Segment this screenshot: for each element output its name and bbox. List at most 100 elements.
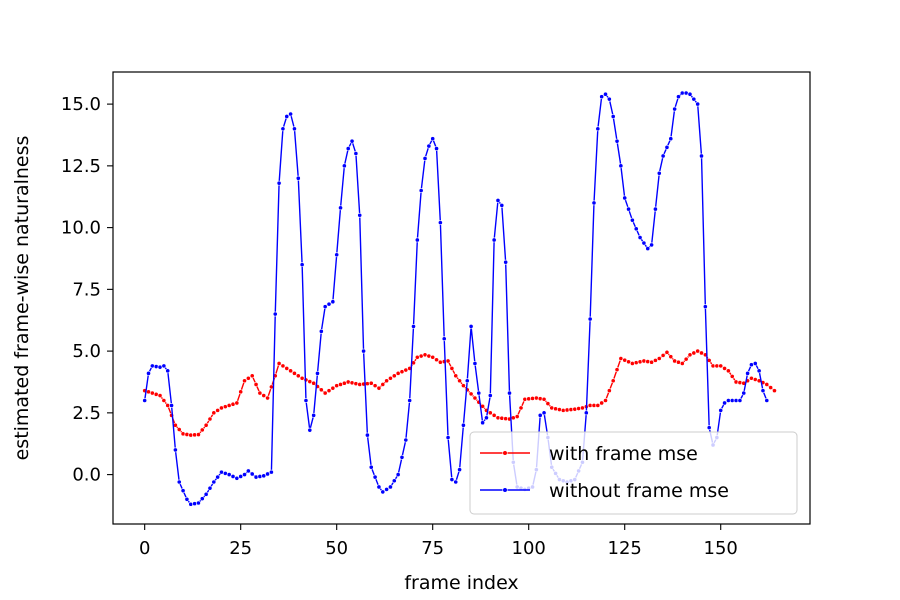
data-point — [380, 489, 386, 495]
data-point — [384, 487, 390, 492]
data-point — [249, 471, 255, 477]
data-point — [391, 478, 397, 484]
data-point — [514, 414, 520, 419]
data-point — [345, 379, 351, 385]
data-point — [318, 387, 324, 393]
data-point — [265, 395, 270, 401]
data-point — [599, 94, 605, 100]
data-point — [414, 237, 420, 243]
data-point — [149, 363, 155, 369]
data-point — [484, 415, 489, 421]
data-point — [595, 403, 601, 408]
data-point — [533, 395, 539, 401]
y-tick-label: 2.5 — [72, 403, 101, 424]
data-point — [760, 388, 766, 394]
data-point — [161, 398, 167, 403]
data-point — [334, 252, 340, 258]
data-point — [591, 200, 597, 206]
data-point — [315, 370, 320, 376]
data-point — [146, 370, 151, 376]
data-point — [430, 136, 436, 142]
data-point — [637, 359, 643, 365]
data-point — [295, 373, 301, 379]
x-tick-label: 100 — [512, 538, 546, 559]
data-point — [503, 416, 509, 422]
data-point — [606, 388, 612, 394]
data-point — [441, 336, 447, 342]
data-point — [733, 379, 739, 385]
data-point — [618, 163, 624, 169]
data-point — [349, 138, 355, 144]
data-point — [722, 400, 727, 406]
data-point — [695, 101, 701, 107]
data-point — [180, 488, 186, 494]
data-point — [311, 412, 317, 418]
data-point — [280, 363, 286, 369]
data-point — [234, 400, 240, 406]
data-point — [261, 393, 267, 398]
data-point — [491, 412, 497, 418]
data-point — [614, 367, 620, 373]
data-point — [169, 403, 174, 408]
legend-entry: with frame mse — [480, 443, 698, 465]
data-point — [541, 396, 547, 402]
data-point — [641, 358, 647, 364]
data-point — [272, 311, 278, 317]
data-point — [376, 484, 382, 490]
data-point — [664, 349, 670, 355]
data-point — [691, 350, 697, 356]
data-point — [495, 198, 501, 203]
y-axis-ticks: 0.0 2.5 5.0 7.5 10.0 12.5 15.0 — [61, 94, 113, 486]
data-point — [265, 471, 270, 477]
data-point — [199, 496, 205, 502]
data-point — [729, 374, 735, 379]
data-point — [361, 348, 366, 354]
data-point — [687, 91, 693, 97]
legend-label: without frame mse — [549, 480, 729, 502]
data-point — [583, 410, 589, 416]
data-point — [645, 359, 651, 364]
data-point — [737, 380, 743, 385]
data-point — [388, 375, 393, 381]
data-point — [245, 375, 251, 381]
data-point — [215, 474, 221, 480]
y-tick-label: 10.0 — [61, 218, 101, 239]
x-axis-ticks: 0 25 50 75 100 125 150 — [139, 524, 738, 559]
data-point — [499, 202, 505, 208]
data-point — [745, 370, 750, 376]
legend-marker — [502, 450, 508, 456]
data-point — [764, 382, 770, 387]
data-point — [203, 422, 209, 428]
data-point — [430, 354, 436, 360]
data-point — [349, 380, 355, 386]
data-point — [472, 361, 478, 366]
data-point — [211, 479, 217, 485]
data-point — [687, 352, 693, 358]
data-point — [480, 420, 486, 426]
data-point — [526, 396, 532, 402]
data-point — [537, 396, 543, 402]
series-layer — [142, 90, 777, 507]
data-point — [507, 390, 512, 396]
y-tick-label: 5.0 — [72, 341, 101, 362]
data-point — [622, 195, 628, 201]
data-point — [288, 111, 294, 117]
data-point — [518, 405, 524, 411]
data-point — [764, 398, 770, 403]
data-point — [699, 350, 704, 356]
data-point — [445, 435, 451, 440]
data-point — [461, 383, 466, 389]
data-point — [276, 180, 282, 186]
data-point — [345, 146, 351, 151]
x-axis-label: frame index — [404, 572, 518, 594]
data-point — [449, 365, 455, 371]
data-point — [238, 389, 244, 395]
data-point — [676, 94, 681, 100]
data-point — [664, 144, 670, 150]
data-point — [718, 363, 724, 369]
data-point — [564, 407, 570, 413]
data-point — [679, 361, 685, 366]
data-point — [196, 432, 201, 437]
data-point — [545, 401, 551, 406]
data-point — [695, 348, 701, 354]
